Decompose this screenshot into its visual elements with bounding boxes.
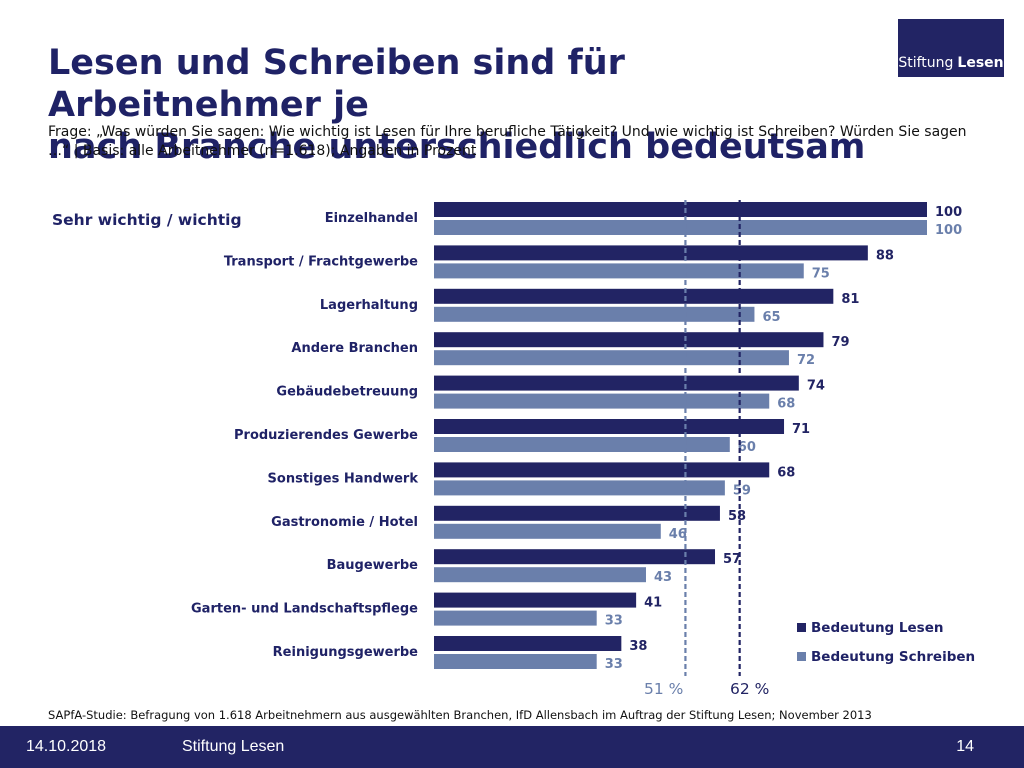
data-label-lesen: 88	[876, 248, 894, 263]
bar-schreiben	[434, 654, 597, 669]
data-label-lesen: 81	[841, 292, 859, 307]
data-label-schreiben: 100	[935, 223, 962, 238]
survey-question: Frage: „Was würden Sie sagen: Wie wichti…	[48, 124, 967, 159]
bar-chart: Sehr wichtig / wichtig Einzelhandel 100 100…	[52, 200, 975, 698]
bar-lesen	[434, 375, 799, 391]
bar-schreiben	[434, 393, 770, 409]
bar-schreiben	[434, 523, 661, 539]
bar-lesen	[434, 549, 716, 565]
logo-text-lesen: Lesen	[957, 55, 1004, 71]
data-label-schreiben: 65	[762, 310, 780, 325]
data-label-lesen: 38	[629, 639, 647, 654]
bar-lesen	[434, 419, 785, 434]
data-label-lesen: 74	[807, 379, 825, 394]
bar-lesen	[434, 332, 824, 348]
data-label-lesen: 41	[644, 596, 662, 611]
data-label-schreiben: 59	[733, 483, 751, 498]
reference-label-lesen: 62 %	[730, 680, 769, 698]
bar-lesen	[434, 505, 720, 521]
category-label: Transport / Frachtgewerbe	[224, 254, 418, 269]
footer-bar: 14.10.2018 Stiftung Lesen 14	[0, 726, 1024, 768]
data-label-lesen: 71	[792, 422, 810, 437]
reference-label-schreiben: 51 %	[644, 680, 683, 698]
bar-schreiben	[434, 437, 730, 452]
bar-schreiben	[434, 567, 646, 583]
data-label-schreiben: 60	[738, 440, 756, 455]
bar-schreiben	[434, 480, 725, 496]
title-line-2: nach Branche unterschiedlich bedeutsam	[48, 127, 866, 167]
footer-organization: Stiftung Lesen	[182, 738, 285, 755]
bar-schreiben	[434, 306, 755, 322]
data-label-lesen: 79	[831, 335, 849, 350]
bar-lesen	[434, 592, 637, 608]
logo-text-stiftung: Stiftung	[898, 55, 954, 71]
title-line-1: Lesen und Schreiben sind für Arbeitnehme…	[48, 43, 625, 125]
category-label: Sonstiges Handwerk	[268, 471, 419, 486]
category-label: Produzierendes Gewerbe	[234, 428, 418, 443]
data-label-schreiben: 33	[605, 614, 623, 629]
page-number: 14	[956, 738, 974, 755]
bar-lesen	[434, 202, 927, 217]
bar-lesen	[434, 636, 622, 651]
category-label: Gastronomie / Hotel	[271, 515, 418, 530]
data-label-lesen: 58	[728, 509, 746, 524]
bar-lesen	[434, 245, 868, 261]
stiftung-lesen-logo: Stiftung Lesen	[898, 19, 1004, 77]
category-label: Reinigungsgewerbe	[273, 645, 419, 660]
category-label: Andere Branchen	[291, 341, 418, 356]
footer-date: 14.10.2018	[26, 738, 107, 755]
data-label-schreiben: 75	[812, 266, 830, 281]
source-note: SAPfA-Studie: Befragung von 1.618 Arbeit…	[48, 708, 872, 722]
data-label-lesen: 57	[723, 552, 741, 567]
data-label-schreiben: 46	[669, 527, 687, 542]
bar-schreiben	[434, 263, 804, 279]
page-title: Lesen und Schreiben sind für Arbeitnehme…	[48, 42, 888, 168]
data-label-schreiben: 72	[797, 353, 815, 368]
legend-label-lesen: Bedeutung Lesen	[811, 620, 943, 636]
bar-lesen	[434, 462, 770, 478]
bar-lesen	[434, 288, 834, 304]
data-label-lesen: 68	[777, 465, 795, 480]
bar-schreiben	[434, 610, 597, 626]
data-label-schreiben: 33	[605, 657, 623, 672]
bar-schreiben	[434, 350, 789, 366]
legend-swatch-lesen	[797, 623, 806, 632]
data-label-schreiben: 68	[777, 397, 795, 412]
category-label: Garten- und Landschaftspflege	[191, 602, 418, 617]
legend-label-schreiben: Bedeutung Schreiben	[811, 649, 975, 665]
data-label-schreiben: 43	[654, 570, 672, 585]
data-label-lesen: 100	[935, 205, 962, 220]
category-label: Einzelhandel	[325, 211, 418, 226]
legend-swatch-schreiben	[797, 652, 806, 661]
category-label: Gebäudebetreuung	[276, 385, 418, 400]
bar-schreiben	[434, 220, 927, 235]
chart-subtitle: Sehr wichtig / wichtig	[52, 211, 242, 229]
category-label: Baugewerbe	[327, 558, 419, 573]
category-label: Lagerhaltung	[320, 298, 418, 313]
